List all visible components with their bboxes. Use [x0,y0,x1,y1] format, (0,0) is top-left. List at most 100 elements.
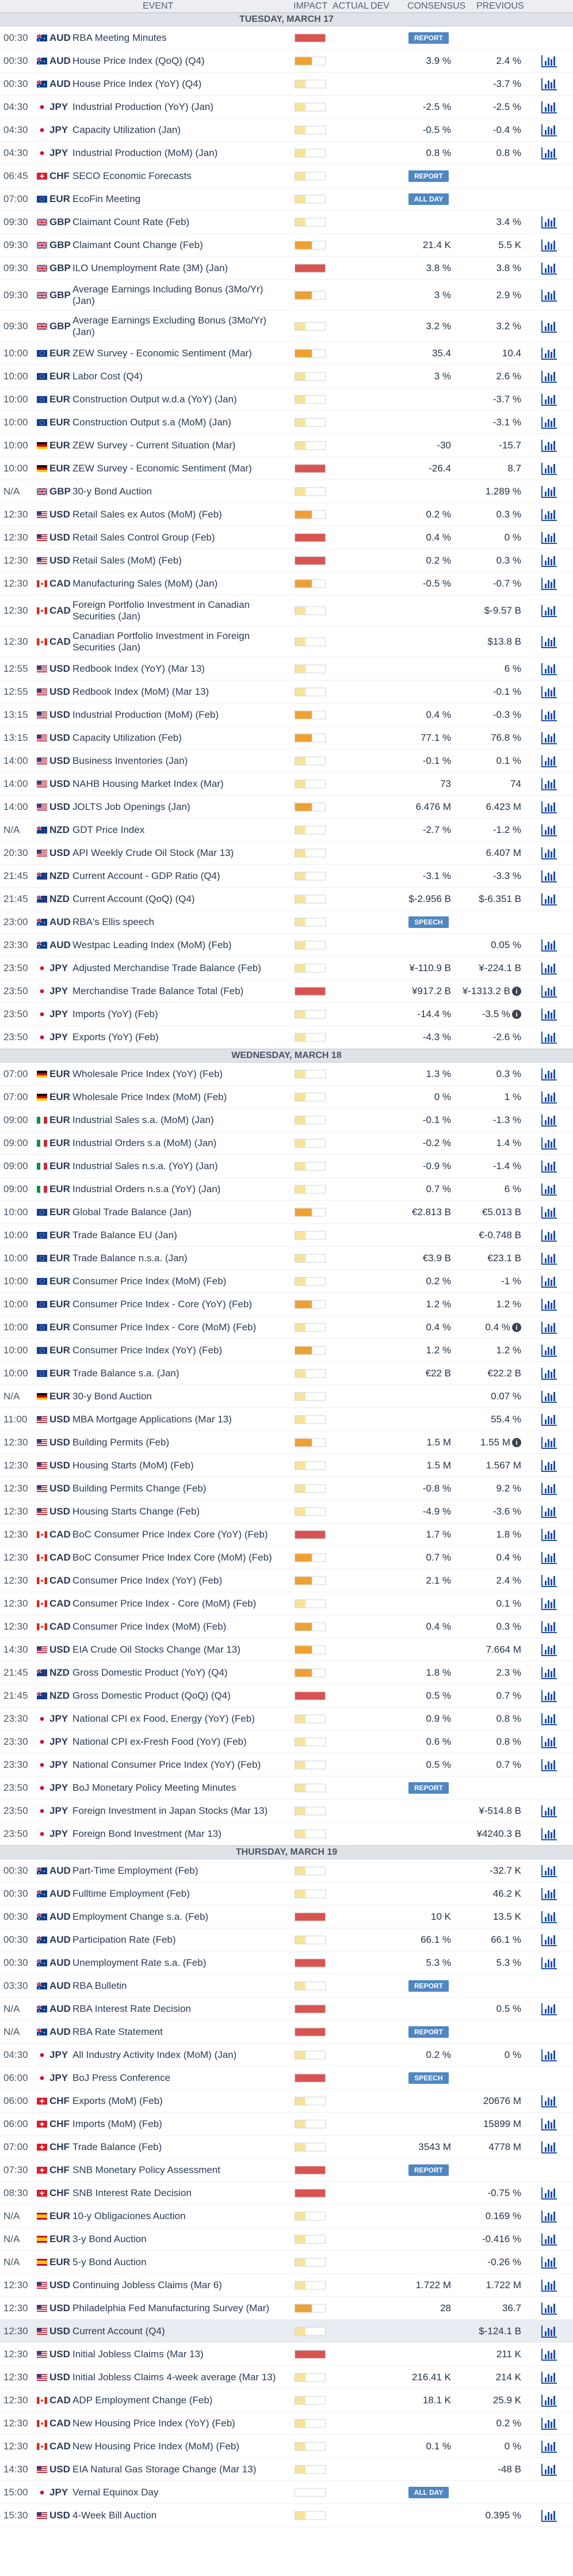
event-name[interactable]: Industrial Sales n.s.a. (YoY) (Jan) [72,1160,218,1171]
event-row[interactable]: 06:00 CHF Exports (MoM) (Feb) 20676 M [0,2090,573,2113]
event-name[interactable]: Fulltime Employment (Feb) [72,1888,190,1899]
event-row[interactable]: 12:30 CAD ADP Employment Change (Feb) 18.1 … [0,2389,573,2412]
event-name[interactable]: 10-y Obligaciones Auction [72,2210,186,2221]
event-row[interactable]: 10:00 EUR ZEW Survey - Economic Sentiment … [0,342,573,365]
event-row[interactable]: 12:30 USD Current Account (Q4) $-124.1 B [0,2320,573,2343]
chart-icon[interactable] [541,1804,558,1818]
chart-icon[interactable] [541,554,558,568]
event-row[interactable]: 07:00 CHF Trade Balance (Feb) 3543 M 4778 M [0,2136,573,2159]
chart-icon[interactable] [541,1551,558,1565]
event-row[interactable]: 07:00 EUR Wholesale Price Index (YoY) (Feb… [0,1063,573,1086]
event-row[interactable]: N/A AUD RBA Interest Rate Decision 0.5 % [0,1997,573,2021]
event-name[interactable]: BoJ Press Conference [72,2072,171,2083]
event-row[interactable]: 00:30 AUD Part-Time Employment (Feb) -32.7 … [0,1859,573,1882]
event-name[interactable]: Redbook Index (MoM) (Mar 13) [72,686,209,697]
chart-icon[interactable] [541,2394,558,2407]
event-row[interactable]: N/A EUR 3-y Bond Auction -0.416 % [0,2228,573,2251]
chart-icon[interactable] [541,1297,558,1311]
chart-icon[interactable] [541,2048,558,2062]
event-name[interactable]: House Price Index (QoQ) (Q4) [72,55,205,66]
event-name[interactable]: RBA Bulletin [72,1980,127,1991]
event-row[interactable]: 14:30 USD EIA Natural Gas Storage Change (… [0,2458,573,2481]
chart-icon[interactable] [541,1136,558,1150]
event-row[interactable]: 12:30 CAD BoC Consumer Price Index Core (Y… [0,1523,573,1546]
chart-icon[interactable] [541,892,558,906]
chart-icon[interactable] [541,1620,558,1634]
event-name[interactable]: Construction Output s.a (MoM) (Jan) [72,416,231,428]
chart-icon[interactable] [541,1251,558,1265]
chart-icon[interactable] [541,1159,558,1173]
chart-icon[interactable] [541,938,558,952]
event-name[interactable]: ILO Unemployment Rate (3M) (Jan) [72,262,228,273]
chart-icon[interactable] [541,2278,558,2292]
event-row[interactable]: N/A EUR 5-y Bond Auction -0.26 % [0,2251,573,2274]
chart-icon[interactable] [541,485,558,499]
event-name[interactable]: Claimant Count Change (Feb) [72,239,203,250]
chart-icon[interactable] [541,1390,558,1403]
event-row[interactable]: 12:30 USD Philadelphia Fed Manufacturing S… [0,2297,573,2320]
info-icon[interactable]: i [512,1437,521,1447]
event-row[interactable]: 12:30 CAD Consumer Price Index - Core (MoM… [0,1592,573,1615]
event-row[interactable]: 00:30 AUD Employment Change s.a. (Feb) 10 K… [0,1905,573,1928]
chart-icon[interactable] [541,77,558,91]
event-row[interactable]: 04:30 JPY All Industry Activity Index (MoM… [0,2044,573,2067]
chart-icon[interactable] [541,1007,558,1021]
event-name[interactable]: Retail Sales (MoM) (Feb) [72,554,182,566]
event-row[interactable]: 14:00 USD Business Inventories (Jan) -0.1 %… [0,749,573,773]
event-name[interactable]: JOLTS Job Openings (Jan) [72,801,190,812]
event-row[interactable]: 10:00 EUR Global Trade Balance (Jan) €2.813… [0,1201,573,1224]
event-name[interactable]: National Consumer Price Index (YoY) (Feb… [72,1759,261,1770]
event-name[interactable]: Construction Output w.d.a (YoY) (Jan) [72,393,237,405]
chart-icon[interactable] [541,2463,558,2476]
chart-icon[interactable] [541,54,558,68]
event-name[interactable]: Employment Change s.a. (Feb) [72,1911,209,1922]
event-row[interactable]: 14:30 USD EIA Crude Oil Stocks Change (Mar… [0,1638,573,1661]
event-name[interactable]: Wholesale Price Index (YoY) (Feb) [72,1068,223,1079]
event-row[interactable]: 12:30 USD Initial Jobless Claims (Mar 13) 2… [0,2343,573,2366]
event-row[interactable]: 00:30 AUD House Price Index (YoY) (Q4) -3.7… [0,73,573,96]
event-name[interactable]: GDT Price Index [72,824,145,835]
chart-icon[interactable] [541,439,558,452]
event-name[interactable]: Industrial Production (MoM) (Feb) [72,709,219,720]
event-name[interactable]: Trade Balance s.a. (Jan) [72,1367,179,1379]
event-row[interactable]: 12:30 CAD Foreign Portfolio Investment in … [0,595,573,626]
event-row[interactable]: 09:00 EUR Industrial Orders n.s.a (YoY) (J… [0,1178,573,1201]
event-name[interactable]: Trade Balance n.s.a. (Jan) [72,1252,188,1264]
chart-icon[interactable] [541,347,558,360]
event-row[interactable]: 23:50 JPY Merchandise Trade Balance Total … [0,980,573,1003]
chart-icon[interactable] [541,2255,558,2269]
event-row[interactable]: 14:00 USD NAHB Housing Market Index (Mar) 7… [0,773,573,796]
event-name[interactable]: Philadelphia Fed Manufacturing Survey (M… [72,2302,270,2314]
chart-icon[interactable] [541,2117,558,2131]
chart-icon[interactable] [541,2140,558,2154]
chart-icon[interactable] [541,261,558,275]
event-row[interactable]: 15:00 JPY Vernal Equinox Day ALL DAY [0,2481,573,2504]
event-row[interactable]: 04:30 JPY Industrial Production (YoY) (Jan… [0,96,573,119]
info-icon[interactable]: i [512,1322,521,1332]
event-name[interactable]: ADP Employment Change (Feb) [72,2394,213,2406]
event-row[interactable]: 10:00 EUR Construction Output w.d.a (YoY) … [0,388,573,411]
chart-icon[interactable] [541,1367,558,1380]
event-row[interactable]: 12:30 USD Initial Jobless Claims 4-week av… [0,2366,573,2389]
event-row[interactable]: 09:00 EUR Industrial Sales s.a. (MoM) (Jan… [0,1109,573,1132]
event-row[interactable]: 23:30 JPY National CPI ex-Fresh Food (YoY)… [0,1730,573,1753]
event-name[interactable]: Industrial Production (MoM) (Jan) [72,147,218,158]
chart-icon[interactable] [541,577,558,591]
event-row[interactable]: 12:30 USD Building Permits Change (Feb) -0.… [0,1477,573,1500]
event-row[interactable]: 23:50 JPY Adjusted Merchandise Trade Balan… [0,957,573,980]
event-name[interactable]: Canadian Portfolio Investment in Foreign… [72,630,250,653]
event-row[interactable]: 13:15 USD Capacity Utilization (Feb) 77.1 %… [0,726,573,749]
event-name[interactable]: Exports (YoY) (Feb) [72,1031,159,1042]
event-name[interactable]: Consumer Price Index (YoY) (Feb) [72,1344,223,1356]
chart-icon[interactable] [541,685,558,699]
event-name[interactable]: Foreign Investment in Japan Stocks (Mar … [72,1805,268,1816]
event-name[interactable]: BoJ Monetary Policy Meeting Minutes [72,1782,236,1793]
chart-icon[interactable] [541,238,558,252]
chart-icon[interactable] [541,1758,558,1772]
event-row[interactable]: 09:30 GBP ILO Unemployment Rate (3M) (Jan)… [0,257,573,280]
event-row[interactable]: 12:30 CAD BoC Consumer Price Index Core (M… [0,1546,573,1569]
chart-icon[interactable] [541,777,558,791]
event-name[interactable]: Trade Balance EU (Jan) [72,1229,177,1241]
event-row[interactable]: 04:30 JPY Industrial Production (MoM) (Jan… [0,142,573,165]
event-name[interactable]: New Housing Price Index (YoY) (Feb) [72,2417,235,2429]
